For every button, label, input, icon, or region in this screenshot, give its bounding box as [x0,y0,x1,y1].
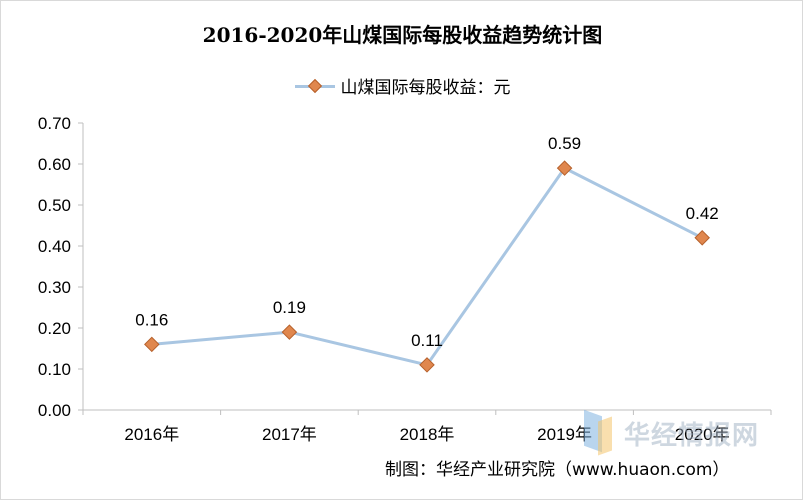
data-point-marker [281,324,298,340]
y-tick-label: 0.60 [38,155,71,174]
series-group: 0.16 0.19 0.11 0.59 0.42 [135,134,719,373]
y-tick-label: 0.70 [38,114,71,133]
chart-axes [82,123,771,411]
data-label: 0.11 [411,331,443,350]
source-note: 制图：华经产业研究院（www.huaon.com） [385,460,730,480]
y-tick-label: 0.30 [38,278,71,297]
x-tick-label: 2018年 [400,425,455,444]
data-point-marker [694,230,710,246]
x-tick-label: 2017年 [262,425,317,444]
data-label: 0.59 [548,134,581,153]
y-tick-label: 0.40 [38,237,71,256]
legend-line-swatch [294,78,335,93]
legend-label: 山煤国际每股收益：元 [340,78,511,98]
data-label: 0.19 [273,298,306,317]
y-tick-label: 0.50 [38,196,71,215]
data-point-marker [144,336,160,353]
watermark-logo-accent-icon [598,416,612,456]
y-tick-label: 0.10 [38,360,71,379]
x-tick-label: 2020年 [675,425,730,444]
x-tick-label: 2016年 [124,425,179,444]
chart-legend: 山煤国际每股收益：元 [1,73,803,98]
y-tick-label: 0.00 [38,401,71,420]
y-tick-label: 0.20 [38,319,71,338]
x-tick-label: 2019年 [537,425,592,444]
watermark-text: 华经情报网 [624,421,760,451]
data-point-marker [419,357,435,373]
x-axis-ticks: 2016年 2017年 2018年 2019年 2020年 [82,410,772,444]
chart-title: 2016-2020年山煤国际每股收益趋势统计图 [202,23,603,47]
watermark: 华经情报网 [584,409,774,461]
data-point-marker [556,160,573,176]
y-axis-ticks: 0.00 0.10 0.20 0.30 0.40 0.50 0.60 0.70 [38,114,83,420]
data-label: 0.42 [686,204,719,223]
data-label: 0.16 [135,310,168,329]
